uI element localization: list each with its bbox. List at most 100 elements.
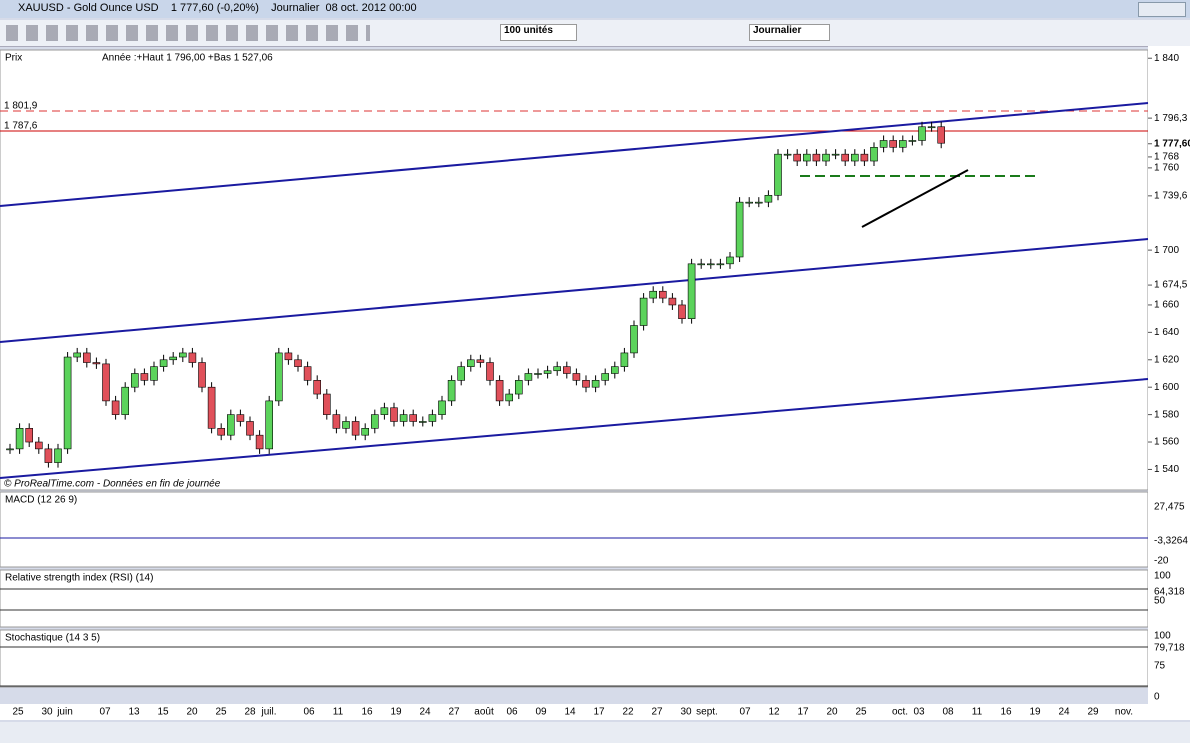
candle xyxy=(812,153,821,162)
candle xyxy=(524,373,533,381)
y-tick-label: 1 739,6 xyxy=(1154,190,1188,201)
panel-legend: Année :+Haut 1 796,00 +Bas 1 527,06 xyxy=(102,53,273,64)
window-buttons[interactable] xyxy=(1138,2,1186,17)
candle xyxy=(73,352,81,358)
candle xyxy=(83,352,91,363)
x-tick-label: 13 xyxy=(128,707,140,718)
candle xyxy=(620,352,629,367)
y-tick-label: 100 xyxy=(1154,631,1171,642)
x-tick-label: août xyxy=(474,707,494,718)
candle xyxy=(735,201,744,258)
candle xyxy=(639,297,648,326)
candle xyxy=(514,380,523,395)
x-tick-label: 27 xyxy=(651,707,663,718)
candle xyxy=(543,370,552,374)
x-tick-label: 06 xyxy=(506,707,518,718)
candle xyxy=(227,414,235,436)
y-tick-label: 1 620 xyxy=(1154,354,1179,365)
candle xyxy=(678,304,686,319)
candle xyxy=(313,380,322,395)
chart-area: Prix Année :+Haut 1 796,00 +Bas 1 527,06 1… xyxy=(0,46,1190,743)
candle xyxy=(198,362,206,388)
candle xyxy=(44,448,53,463)
x-tick-label: 27 xyxy=(448,707,460,718)
y-tick-label: 75 xyxy=(1154,661,1166,672)
candle xyxy=(207,386,216,429)
level-label: 1 801,9 xyxy=(4,101,38,112)
candle xyxy=(6,448,14,451)
x-tick-label: nov. xyxy=(1115,707,1133,718)
trend-line xyxy=(861,169,969,228)
x-tick-label: 08 xyxy=(942,707,954,718)
y-tick-label: 1 674,5 xyxy=(1154,280,1188,291)
candle xyxy=(495,380,504,402)
candle xyxy=(370,414,379,429)
candle xyxy=(361,428,370,436)
x-tick-label: 19 xyxy=(1029,707,1041,718)
candle xyxy=(822,153,830,162)
candle xyxy=(764,194,773,203)
candle xyxy=(937,126,946,144)
title-bar: XAUUSD - Gold Ounce USD 1 777,60 (-0,20%… xyxy=(0,0,1190,18)
y-tick-label: 79,718 xyxy=(1154,643,1185,654)
x-tick-label: 07 xyxy=(99,707,111,718)
candle xyxy=(351,421,360,436)
x-tick-label: 30 xyxy=(680,707,692,718)
source-note: © ProRealTime.com - Données en fin de jo… xyxy=(4,479,221,490)
candle xyxy=(380,407,389,415)
candle xyxy=(908,140,917,142)
units-dropdown[interactable]: 100 unités xyxy=(500,24,577,41)
x-tick-label: 11 xyxy=(972,707,983,718)
candle xyxy=(716,263,725,266)
y-tick-label: 1 540 xyxy=(1154,464,1179,475)
x-tick-label: 17 xyxy=(593,707,605,718)
candle xyxy=(582,380,590,388)
panel-label: MACD (12 26 9) xyxy=(5,495,77,506)
candle xyxy=(879,140,888,148)
x-tick-label: 16 xyxy=(361,707,373,718)
candle xyxy=(850,153,859,162)
candle xyxy=(188,352,197,363)
candle xyxy=(505,393,514,402)
candle xyxy=(918,126,926,141)
candle xyxy=(889,140,898,148)
candle xyxy=(687,263,696,319)
x-tick-label: 19 xyxy=(390,707,402,718)
scrollbar[interactable] xyxy=(0,722,1190,743)
tool-icons[interactable] xyxy=(6,25,370,41)
candle xyxy=(658,290,667,299)
candle xyxy=(111,400,120,415)
period-dropdown[interactable]: Journalier xyxy=(749,24,830,41)
y-tick-label: 1 560 xyxy=(1154,437,1179,448)
candle xyxy=(265,400,274,450)
y-tick-label: 1 760 xyxy=(1154,163,1179,174)
x-tick-label: juil. xyxy=(260,707,276,718)
price-panel xyxy=(0,49,1149,491)
x-tick-label: 24 xyxy=(1058,707,1070,718)
x-tick-label: 20 xyxy=(826,707,838,718)
candle xyxy=(342,421,350,429)
candle xyxy=(601,373,610,381)
candle xyxy=(754,201,763,204)
x-tick-label: 11 xyxy=(333,707,344,718)
candle xyxy=(630,325,638,354)
channel-line xyxy=(0,378,1149,479)
candle xyxy=(418,421,427,423)
x-tick-label: 25 xyxy=(855,707,867,718)
y-tick-label: 1 840 xyxy=(1154,53,1179,64)
candle xyxy=(726,256,734,265)
x-tick-label: 25 xyxy=(215,707,227,718)
candle xyxy=(668,297,677,306)
candle xyxy=(898,140,907,148)
y-tick-label: -3,3264 xyxy=(1154,536,1188,547)
x-tick-label: 12 xyxy=(768,707,780,718)
candle xyxy=(390,407,398,422)
y-tick-label: 1 796,3 xyxy=(1154,113,1188,124)
x-tick-label: 22 xyxy=(622,707,634,718)
candle xyxy=(274,352,283,402)
candle xyxy=(697,263,706,266)
candle xyxy=(927,126,936,129)
x-tick-label: oct. xyxy=(892,707,908,718)
candle xyxy=(236,414,245,422)
candle xyxy=(793,153,802,162)
